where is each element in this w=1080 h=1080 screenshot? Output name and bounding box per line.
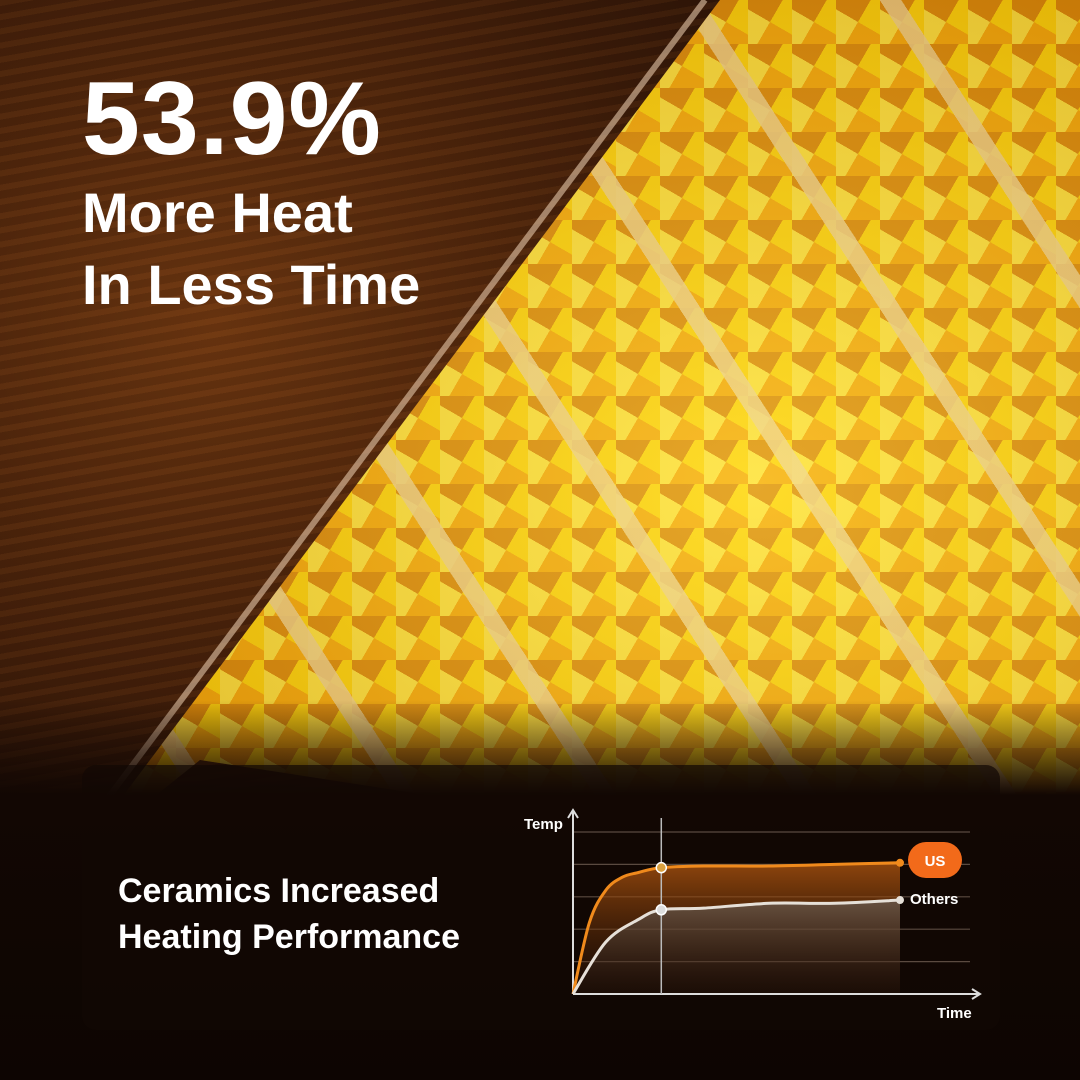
series-line-others	[571, 898, 901, 995]
x-axis-arrow	[971, 988, 982, 1000]
caption-line-2: Heating Performance	[118, 918, 460, 956]
caption-line-1: Ceramics Increased	[118, 872, 440, 910]
others-legend-label: Others	[910, 891, 958, 908]
headline-stat: 53.9%	[82, 61, 382, 177]
y-axis-arrow	[567, 808, 579, 819]
us-legend-label: US	[925, 853, 946, 870]
series-area-others	[573, 900, 900, 994]
chart-caption: Ceramics Increased Heating Performance	[118, 868, 460, 960]
end-point-us	[896, 858, 904, 867]
headline-line-1: More Heat	[82, 181, 353, 244]
headline-line-2: In Less Time	[82, 253, 421, 316]
y-axis-label: Temp	[524, 816, 563, 833]
series-line-us	[571, 861, 901, 995]
end-point-others	[896, 896, 904, 905]
x-axis-label: Time	[937, 1005, 972, 1022]
us-legend-badge	[908, 842, 962, 878]
marker-point-others	[655, 904, 668, 916]
marker-point-us	[655, 861, 668, 874]
